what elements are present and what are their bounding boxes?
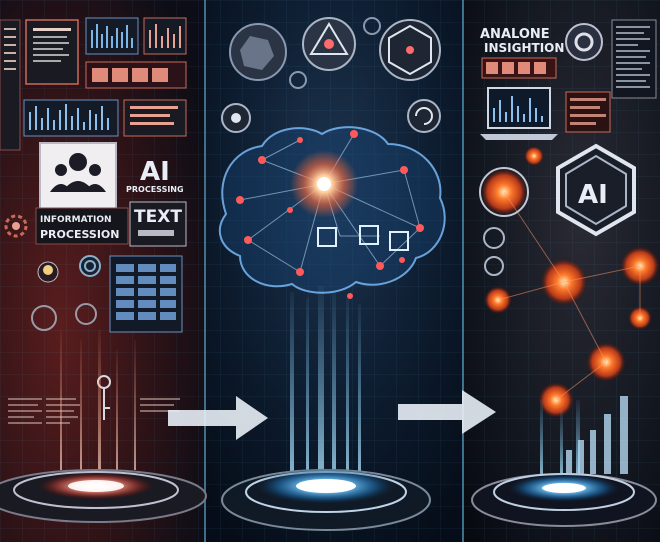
data-table-card [109,255,183,333]
user-group-icon [50,153,106,192]
lightbulb-icon [37,261,59,283]
side-icon-left [221,103,251,133]
hex-badge-label: AI [578,180,608,210]
heading-line2: INSIGHTION [484,41,564,55]
left-light-beams [60,330,136,470]
user-group-card [39,142,117,210]
orb-network-lines [497,191,641,401]
procession-caption: INFORMATION PROCESSION [35,207,129,245]
ai-processing-label: AI PROCESSING [126,157,184,194]
right-light-beams [540,400,580,480]
waveform-panel-2 [143,17,187,55]
target-icon [79,255,101,277]
arrow-right-icon-2 [398,390,496,434]
center-panel [218,17,446,531]
network-squares [317,225,409,251]
caption-line1: INFORMATION [40,215,112,225]
insight-heading: ANALONE INSIGHTION [480,27,564,55]
center-light-beams [290,286,361,482]
gear-icon [4,214,28,238]
laptop-chart-icon [480,87,558,140]
hologram-platform-right [471,473,657,527]
small-ring-icons [483,227,505,276]
caption-line2: PROCESSION [40,228,119,241]
hologram-platform-left [0,469,207,523]
heading-line1: ANALONE [480,27,550,42]
brain-network-icon [218,126,446,299]
left-panel: AI PROCESSING INFORMATION PROCESSION TEX… [0,17,207,523]
top-icon-circle-1 [229,23,287,81]
circle-icon-group [31,303,97,331]
bar-chart-icon [566,396,628,474]
waveform-panel [85,17,139,55]
user-circle-icon [565,23,603,61]
code-listing-panel [611,19,657,99]
ai-heading: AI [140,157,170,187]
top-icon-circle-3 [379,19,441,81]
hexagon-ai-icon: AI [556,143,636,237]
arrow-right-icon [168,396,268,440]
top-icon-circle-2 [302,17,356,71]
text-card-label: TEXT [134,207,182,227]
right-panel: ANALONE INSIGHTION [471,19,660,527]
side-icon-right [407,99,441,133]
hologram-platform-center [221,468,431,531]
document-card [25,19,79,85]
text-card: TEXT [129,201,187,247]
ai-subheading: PROCESSING [126,185,184,194]
left-side-strip [0,19,21,151]
